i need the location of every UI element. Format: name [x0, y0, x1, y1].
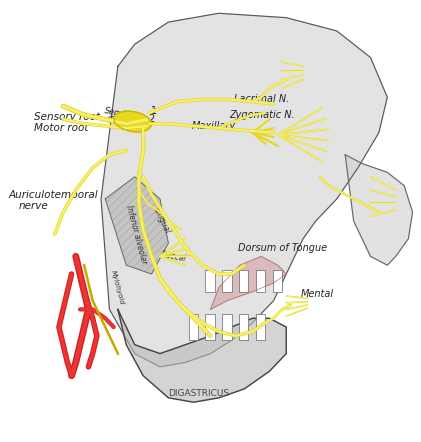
Text: Semilunar: Semilunar	[103, 106, 147, 124]
Text: Zygomatic N.: Zygomatic N.	[229, 110, 295, 120]
Bar	[222, 270, 232, 292]
Ellipse shape	[114, 111, 151, 132]
Text: Buccal: Buccal	[160, 250, 187, 263]
Polygon shape	[345, 155, 413, 265]
Text: Motor root: Motor root	[34, 123, 88, 133]
Text: Auriculotemporal: Auriculotemporal	[8, 191, 98, 200]
Polygon shape	[210, 256, 286, 309]
Bar	[239, 270, 248, 292]
Polygon shape	[118, 309, 286, 402]
Text: Sensory root: Sensory root	[34, 112, 100, 122]
Text: Inferior alveolar: Inferior alveolar	[124, 204, 149, 265]
Polygon shape	[101, 13, 387, 367]
Bar	[189, 314, 198, 340]
Text: DIGASTRICUS: DIGASTRICUS	[168, 389, 229, 398]
Text: Mental: Mental	[301, 289, 334, 299]
Bar	[205, 314, 215, 340]
Text: Lingual: Lingual	[152, 206, 171, 236]
Bar	[256, 270, 265, 292]
Text: Ganglion: Ganglion	[106, 115, 144, 132]
Polygon shape	[105, 177, 168, 274]
Text: Maxillary: Maxillary	[192, 121, 236, 131]
Text: nerve: nerve	[19, 201, 49, 210]
Text: Lacrimal N.: Lacrimal N.	[234, 95, 289, 104]
Text: Dorsum of Tongue: Dorsum of Tongue	[238, 243, 327, 252]
Text: Mylohyoid: Mylohyoid	[109, 269, 125, 305]
Bar	[273, 270, 282, 292]
Bar	[222, 314, 232, 340]
Text: 2: 2	[148, 114, 155, 124]
Text: 1: 1	[151, 106, 157, 115]
Bar	[239, 314, 248, 340]
Bar	[205, 270, 215, 292]
Bar	[256, 314, 265, 340]
